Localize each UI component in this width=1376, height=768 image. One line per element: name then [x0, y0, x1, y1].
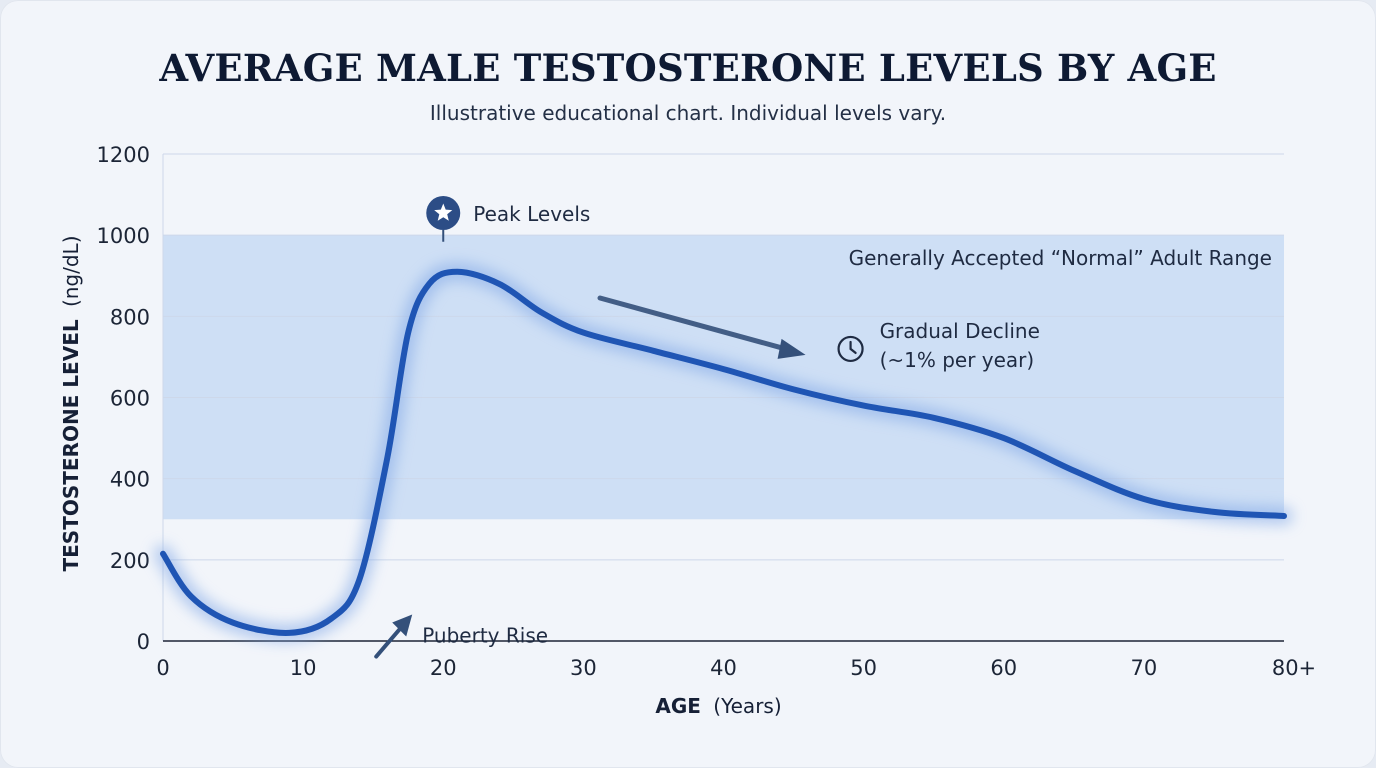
- peak-annotation: Peak Levels: [426, 196, 590, 242]
- clock-hands: [849, 340, 857, 355]
- series-line: [160, 268, 1287, 636]
- x-axis-label-unit: (Years): [713, 694, 781, 718]
- y-axis-label-unit: (ng/dL): [59, 235, 83, 307]
- x-axis-label: AGE (Years): [655, 694, 781, 718]
- chart-title: AVERAGE MALE TESTOSTERONE LEVELS BY AGE: [159, 46, 1217, 90]
- grid-lines: [162, 153, 1284, 641]
- y-tick-label: 400: [110, 468, 150, 492]
- normal-range-label: Generally Accepted “Normal” Adult Range: [849, 246, 1272, 270]
- x-tick-label: 70: [1131, 656, 1158, 680]
- y-tick-label: 0: [137, 630, 150, 654]
- peak-label: Peak Levels: [473, 202, 590, 226]
- x-tick-label: 10: [290, 656, 317, 680]
- x-tick-label: 80+: [1272, 656, 1316, 680]
- y-tick-label: 200: [110, 549, 150, 573]
- y-tick-label: 1200: [97, 143, 150, 167]
- decline-label-line2: (~1% per year): [880, 348, 1035, 372]
- puberty-arrowhead: [392, 614, 413, 637]
- clock-face: [837, 335, 864, 363]
- decline-arrowhead: [777, 338, 806, 359]
- star-icon-shape: [434, 203, 453, 221]
- y-axis-label-bold: TESTOSTERONE LEVEL: [59, 319, 83, 571]
- x-tick-label: 20: [430, 656, 457, 680]
- x-tick-label: 60: [990, 656, 1017, 680]
- star-icon: [426, 196, 461, 230]
- y-tick-label: 800: [110, 305, 150, 329]
- x-tick-label: 0: [156, 656, 169, 680]
- y-tick-label: 600: [110, 387, 150, 411]
- decline-arrow: [597, 295, 789, 352]
- decline-label-line1: Gradual Decline: [880, 319, 1040, 343]
- puberty-annotation: Puberty Rise: [374, 614, 548, 659]
- clock-icon: [837, 335, 864, 363]
- x-axis-label-bold: AGE: [655, 694, 701, 718]
- y-axis-label: TESTOSTERONE LEVEL (ng/dL): [59, 235, 83, 571]
- y-tick-labels: 0 200 400 600 800 1000 1200: [97, 143, 150, 654]
- puberty-label: Puberty Rise: [422, 624, 548, 648]
- puberty-arrow: [374, 626, 403, 659]
- x-tick-label: 30: [570, 656, 597, 680]
- y-tick-label: 1000: [97, 224, 150, 248]
- x-tick-labels: 0 10 20 30 40 50 60 70 80+: [156, 656, 1316, 680]
- x-tick-label: 40: [710, 656, 737, 680]
- decline-annotation: Gradual Decline (~1% per year): [597, 295, 1040, 372]
- x-tick-label: 50: [850, 656, 877, 680]
- chart-subtitle: Illustrative educational chart. Individu…: [429, 101, 947, 125]
